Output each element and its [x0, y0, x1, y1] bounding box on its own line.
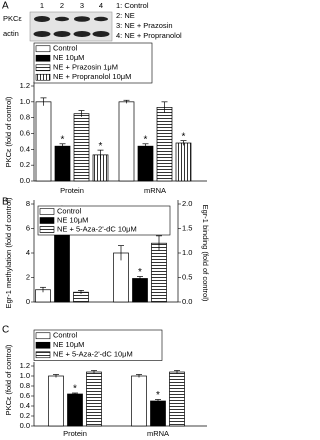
x-tick-label: mRNA: [147, 429, 169, 438]
y-tick-label: 1.0: [20, 371, 30, 380]
figure: A B C PKCε actin 1 2 3 4 1: Control 2: N…: [2, 1, 210, 438]
y-tick-label: 2.0: [182, 199, 192, 208]
legend-swatch: [39, 226, 55, 233]
y-tick-label: 1.0: [182, 248, 192, 257]
bar: [132, 278, 148, 303]
panel-label: B: [2, 197, 9, 208]
legend-swatch: [35, 64, 51, 72]
y-tick-label: 0.6: [20, 128, 30, 137]
legend-swatch: [35, 73, 51, 81]
significance-marker: *: [61, 134, 65, 145]
y-tick-label: 1.0: [20, 97, 30, 106]
legend-swatch: [39, 217, 55, 224]
significance-marker: *: [99, 141, 103, 152]
y2-axis-title: Egr-1 binding (fold of control): [201, 205, 210, 302]
panel-label: C: [2, 325, 9, 336]
legend-label: NE + Prazosin 1μM: [53, 63, 118, 72]
significance-marker: *: [144, 134, 148, 145]
blot-row-label: PKCε: [3, 14, 22, 23]
x-tick-label: mRNA: [144, 186, 166, 195]
legend-box: [33, 42, 153, 84]
bar: [118, 101, 135, 182]
legend-label: NE + Propranolol 10μM: [53, 72, 131, 81]
panel-label: A: [2, 1, 9, 12]
significance-marker: *: [182, 131, 186, 142]
bar: [150, 400, 166, 427]
bar: [86, 371, 102, 427]
bar: [137, 145, 154, 182]
legend-swatch: [35, 332, 51, 340]
bar: [48, 375, 64, 427]
y-axis-title: PKCε (fold of control): [4, 96, 13, 167]
legend-label: NE + 5-Aza-2'-dC 10μM: [57, 224, 137, 233]
y-tick-label: 0.2: [20, 411, 30, 420]
y-tick-label: 2: [26, 272, 30, 281]
bar: [175, 142, 192, 182]
lane-label: 4: [99, 1, 103, 10]
legend-swatch: [39, 208, 55, 215]
y-tick-label: 0.8: [20, 381, 30, 390]
legend-swatch: [35, 341, 51, 349]
y-tick-label: 0.8: [20, 113, 30, 122]
bar: [73, 113, 90, 182]
lane-label: 3: [80, 1, 84, 10]
legend-box: [33, 329, 163, 361]
bar: [54, 145, 71, 182]
legend-label: Control: [53, 331, 78, 340]
legend-label: NE 10μM: [53, 340, 84, 349]
legend-label: NE 10μM: [53, 53, 84, 62]
blot-legend: 1: Control: [116, 1, 149, 10]
legend-label: NE 10μM: [57, 215, 88, 224]
y-tick-label: 0.0: [20, 421, 30, 430]
y-tick-label: 1.5: [182, 223, 192, 232]
legend-swatch: [35, 54, 51, 62]
y-tick-label: 1.2: [20, 81, 30, 90]
y-tick-label: 6: [26, 223, 30, 232]
y-tick-label: 0: [26, 297, 30, 306]
legend-label: Control: [57, 206, 82, 215]
y-tick-label: 0.0: [182, 297, 192, 306]
y-tick-label: 0.4: [20, 144, 30, 153]
bar: [67, 393, 83, 427]
y-tick-label: 0.5: [182, 272, 192, 281]
x-tick-label: Protein: [63, 429, 87, 438]
x-tick-label: Protein: [60, 186, 84, 195]
legend-label: Control: [53, 44, 78, 53]
y-tick-label: 4: [26, 248, 30, 257]
lane-label: 2: [60, 1, 64, 10]
y-tick-label: 1.2: [20, 361, 30, 370]
bar: [35, 101, 52, 182]
y-tick-label: 8: [26, 199, 30, 208]
legend-label: NE + 5-Aza-2'-dC 10μM: [53, 350, 133, 359]
significance-marker: *: [73, 384, 77, 395]
bar: [151, 242, 167, 303]
blot-bands: [33, 16, 110, 37]
y-axis-title: PKCε (fold of control): [4, 344, 13, 415]
bar: [156, 107, 173, 182]
y-tick-label: 0.6: [20, 391, 30, 400]
blot-legend: 2: NE: [116, 11, 135, 20]
legend-swatch: [35, 45, 51, 53]
legend-box: [37, 205, 171, 236]
y-axis-title: Egr-1 methylation (fold of control): [4, 197, 13, 308]
y-tick-label: 0.2: [20, 160, 30, 169]
y-tick-label: 0.4: [20, 401, 30, 410]
legend-swatch: [35, 351, 51, 359]
lane-label: 1: [40, 1, 44, 10]
blot-row-label: actin: [3, 29, 19, 38]
significance-marker: *: [138, 267, 142, 278]
bar: [131, 375, 147, 427]
blot-legend: 3: NE + Prazosin: [116, 21, 172, 30]
y-tick-label: 0.0: [20, 176, 30, 185]
significance-marker: *: [156, 390, 160, 401]
blot-legend: 4: NE + Propranolol: [116, 31, 182, 40]
bar: [169, 371, 185, 427]
